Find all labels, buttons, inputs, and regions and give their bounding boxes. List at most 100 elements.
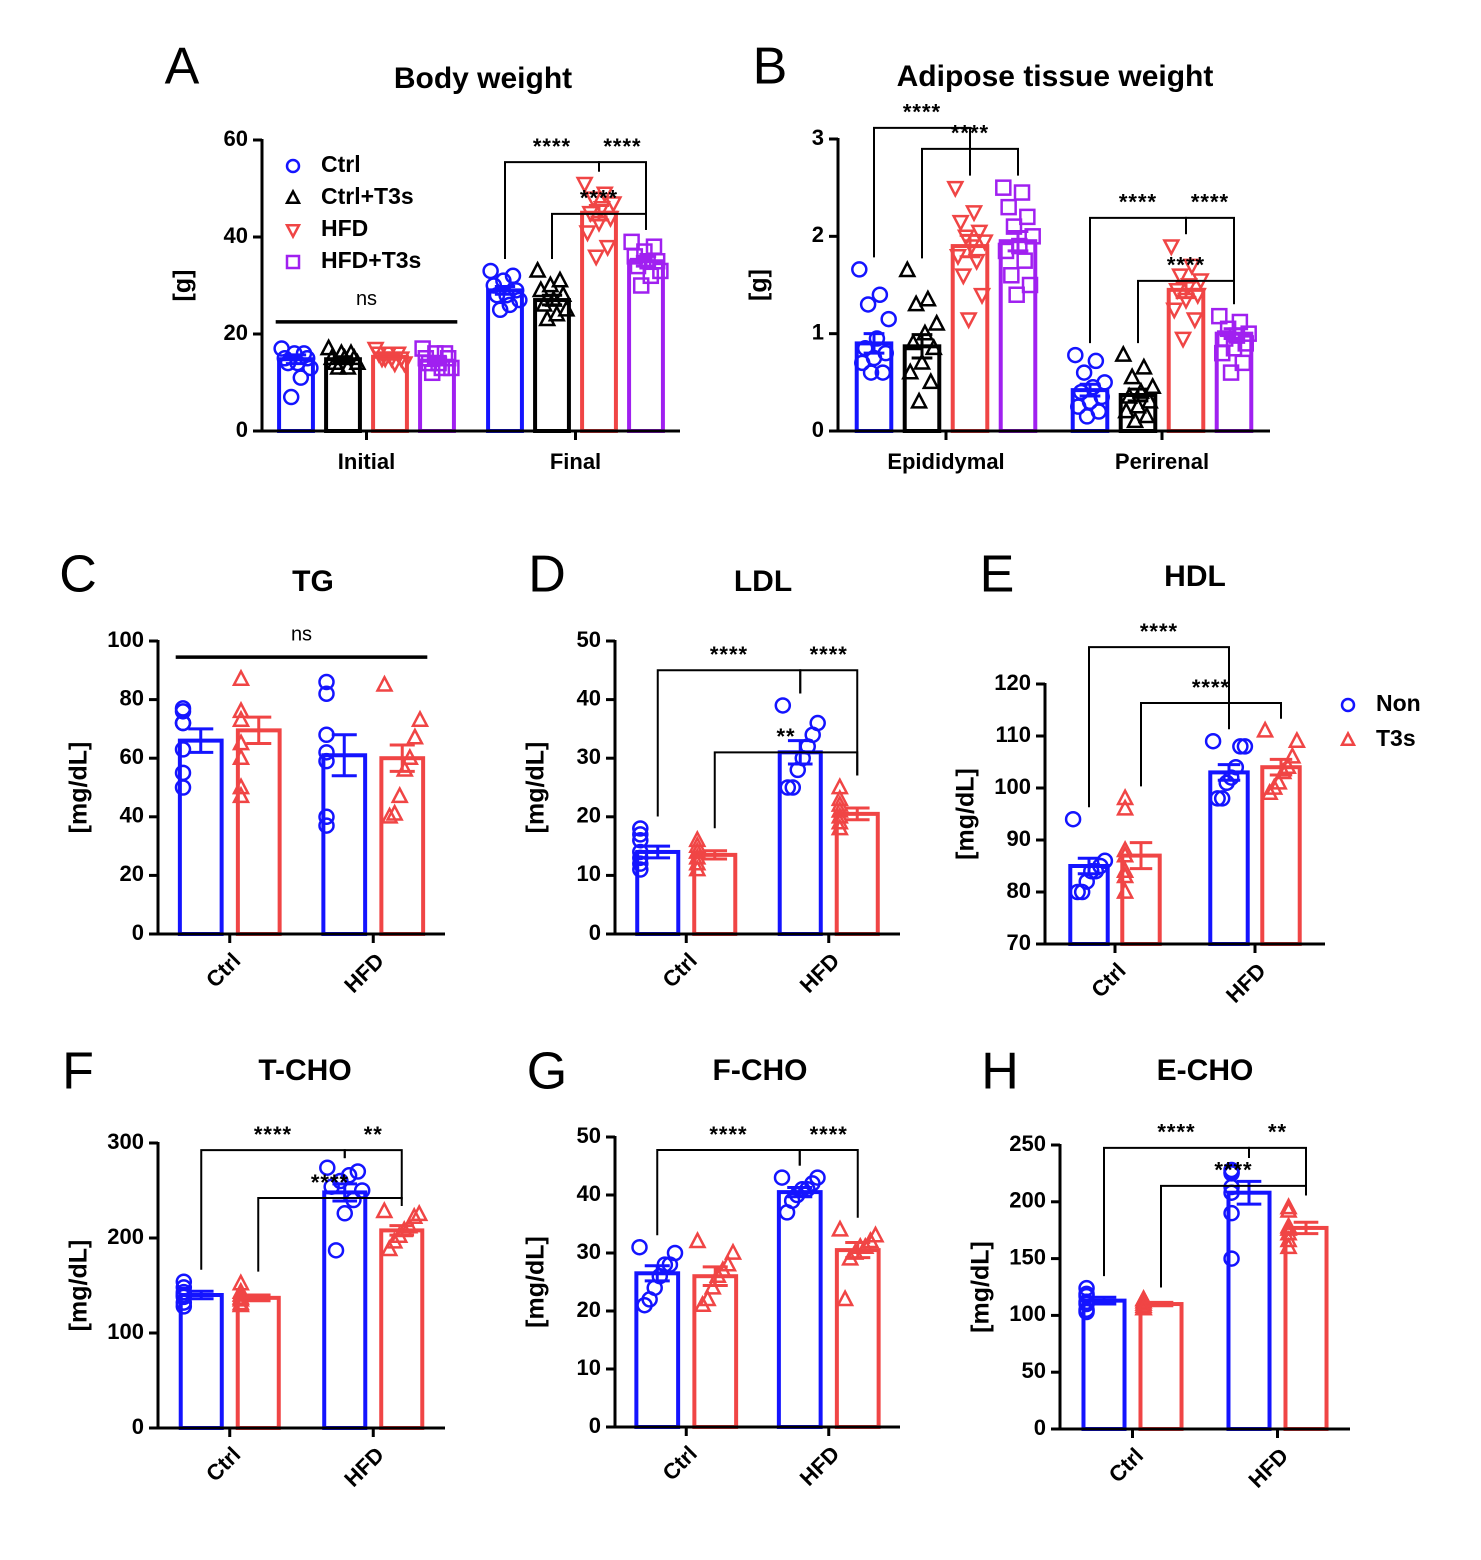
data-point xyxy=(959,312,978,330)
data-point xyxy=(778,1204,796,1221)
data-point xyxy=(1182,258,1201,276)
data-point xyxy=(174,703,192,720)
data-point xyxy=(1116,881,1135,899)
significance-label: ** xyxy=(364,1122,383,1147)
data-point xyxy=(385,356,404,374)
data-point xyxy=(1016,252,1033,269)
panel-letter: G xyxy=(527,1043,567,1101)
y-tick-label: 0 xyxy=(589,1413,601,1438)
significance-label: **** xyxy=(903,100,941,125)
y-tick-label: 3 xyxy=(812,125,824,150)
data-point xyxy=(598,239,617,258)
data-point xyxy=(1008,286,1025,303)
y-tick-label: 10 xyxy=(577,1355,601,1380)
significance-bracket xyxy=(1160,1184,1307,1288)
data-point xyxy=(1078,408,1096,425)
error-bar xyxy=(844,806,870,822)
data-point xyxy=(1213,790,1231,807)
x-tick-label: Perirenal xyxy=(1115,449,1209,474)
data-point xyxy=(578,225,597,243)
data-point xyxy=(1114,344,1133,362)
data-point xyxy=(575,176,594,195)
chart-title: HDL xyxy=(1164,560,1226,593)
y-tick-label: 150 xyxy=(1009,1244,1046,1269)
legend-marker xyxy=(1339,730,1357,747)
error-bar xyxy=(379,352,401,361)
data-point xyxy=(1134,1298,1153,1316)
y-tick-label: 60 xyxy=(224,126,248,151)
chart-title: T-CHO xyxy=(258,1054,351,1087)
significance-bracket xyxy=(598,161,647,230)
data-point xyxy=(1204,732,1222,750)
y-tick-label: 200 xyxy=(1009,1188,1046,1213)
data-point xyxy=(632,843,649,861)
y-tick-label: 200 xyxy=(107,1224,144,1249)
y-tick-label: 0 xyxy=(132,1414,144,1439)
significance-label: **** xyxy=(254,1122,292,1147)
data-point xyxy=(1092,857,1109,875)
bar xyxy=(776,1190,823,1429)
data-point xyxy=(1137,406,1156,424)
data-point xyxy=(318,685,335,702)
y-axis-label: [mg/dL] xyxy=(65,742,93,834)
bar xyxy=(1138,1302,1184,1432)
data-point xyxy=(231,785,251,804)
y-tick-label: 20 xyxy=(577,1297,601,1322)
data-point xyxy=(1003,267,1020,284)
y-tick-label: 300 xyxy=(107,1129,144,1154)
data-point xyxy=(547,304,566,322)
data-point xyxy=(1069,398,1087,415)
y-tick-label: 100 xyxy=(107,627,144,652)
data-point xyxy=(318,808,335,826)
data-point xyxy=(975,234,994,252)
panel-letter: H xyxy=(981,1043,1019,1101)
data-point xyxy=(1236,738,1254,755)
data-point xyxy=(375,674,394,692)
x-tick-label: Ctrl xyxy=(657,1441,701,1485)
y-axis-label: [mg/dL] xyxy=(952,768,980,860)
bar xyxy=(1283,1225,1329,1431)
y-tick-label: 10 xyxy=(577,861,601,886)
significance-label: ns xyxy=(291,623,312,645)
y-tick-label: 250 xyxy=(1009,1131,1046,1156)
data-point xyxy=(1234,354,1252,372)
bar xyxy=(1166,287,1206,433)
data-point xyxy=(946,180,965,199)
error-bar xyxy=(845,1241,871,1260)
significance-bracket xyxy=(1140,701,1282,787)
data-point xyxy=(1134,357,1153,375)
error-bar xyxy=(1148,1300,1174,1308)
y-tick-label: 0 xyxy=(1034,1415,1046,1440)
y-tick-label: 60 xyxy=(120,744,144,769)
data-point xyxy=(302,359,319,377)
error-bar xyxy=(911,333,933,360)
significance-label: **** xyxy=(1214,1158,1252,1183)
data-point xyxy=(1116,860,1135,879)
y-axis-label: [mg/dL] xyxy=(522,742,550,834)
data-point xyxy=(410,709,430,727)
error-bar xyxy=(787,1185,813,1199)
data-point xyxy=(405,727,424,745)
data-point xyxy=(175,1298,193,1315)
data-point xyxy=(1116,788,1135,806)
error-bar xyxy=(1293,1220,1319,1236)
error-bar xyxy=(863,332,885,355)
data-point xyxy=(318,726,335,744)
error-bar xyxy=(1079,382,1101,398)
data-point xyxy=(1218,774,1235,792)
x-tick-label: HFD xyxy=(339,1442,389,1492)
data-point xyxy=(584,191,603,209)
error-bar xyxy=(1091,1295,1117,1306)
significance-bracket xyxy=(551,212,647,259)
y-axis-label: [mg/dL] xyxy=(522,1236,550,1328)
data-point xyxy=(1173,331,1193,349)
data-point xyxy=(1237,335,1255,352)
data-point xyxy=(898,260,917,278)
data-point xyxy=(1213,344,1231,362)
error-bar xyxy=(1269,757,1293,777)
data-point xyxy=(868,330,886,347)
data-point xyxy=(538,309,557,327)
data-point xyxy=(954,268,973,286)
data-point xyxy=(632,820,649,837)
legend-label: Ctrl+T3s xyxy=(321,183,414,209)
